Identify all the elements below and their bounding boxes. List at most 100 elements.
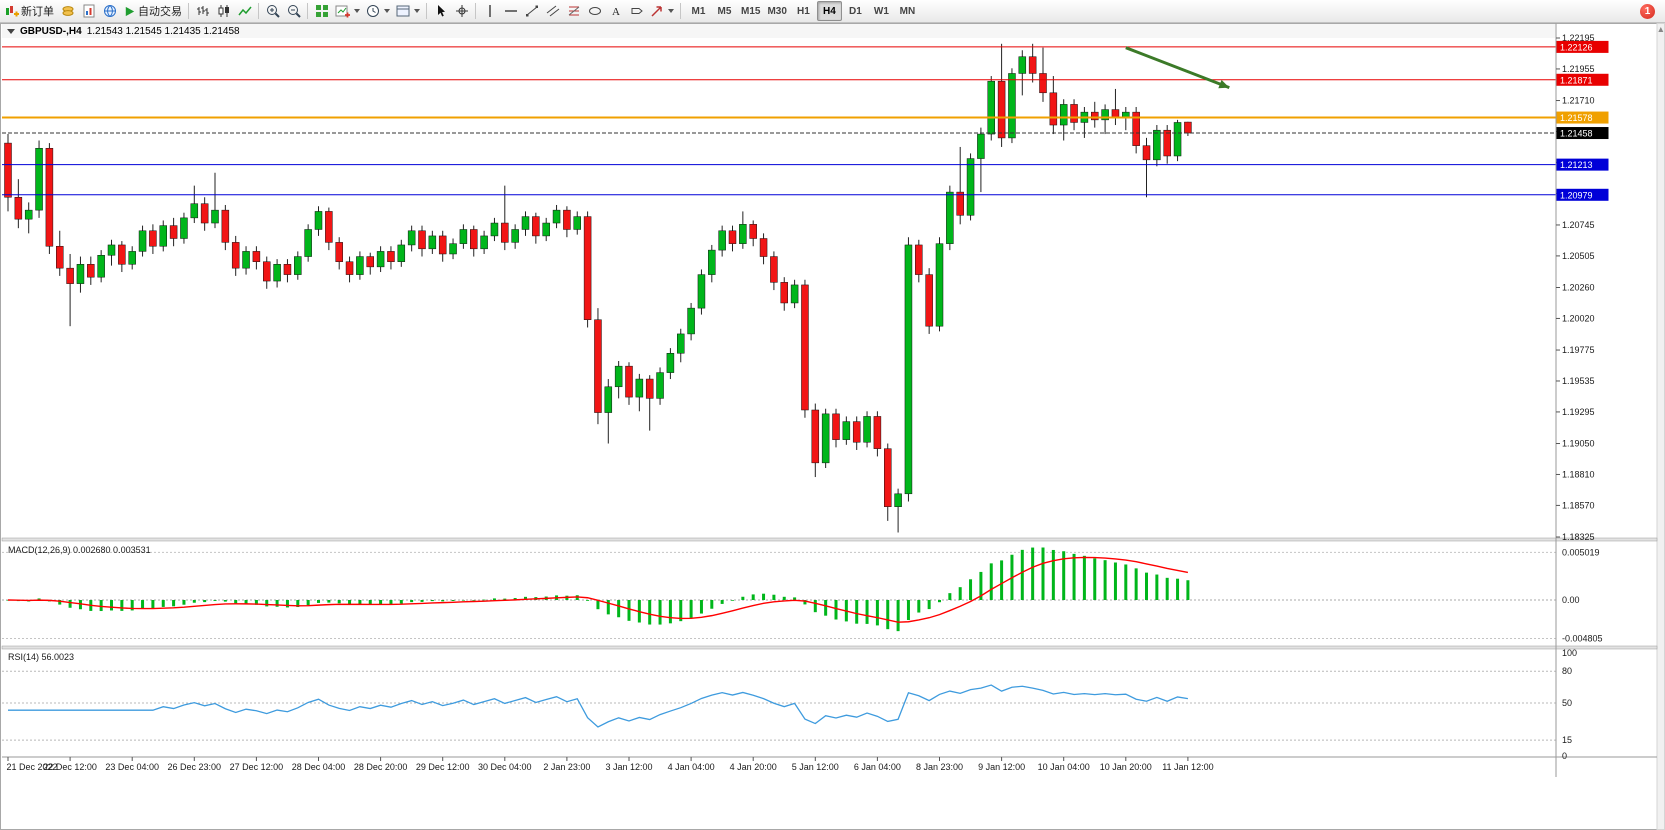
candle <box>397 244 406 262</box>
rsi-scale-label: 100 <box>1562 648 1577 658</box>
macd-histogram-bar <box>927 600 931 610</box>
candle <box>1039 73 1047 94</box>
macd-histogram-bar <box>989 563 993 600</box>
timeframe-m30-button[interactable]: M30 <box>764 1 789 21</box>
chart-symbol-title: GBPUSD-,H4 <box>20 25 82 37</box>
macd-scale-label: -0.004805 <box>1562 633 1603 643</box>
svg-text:A: A <box>612 6 620 18</box>
bar-chart-button[interactable] <box>192 1 213 21</box>
macd-histogram-bar <box>223 600 227 602</box>
globe-icon <box>103 5 116 17</box>
macd-histogram-bar <box>296 600 300 608</box>
text-button[interactable]: A <box>605 1 626 21</box>
chart-window-header[interactable]: GBPUSD-,H4 1.21543 1.21545 1.21435 1.214… <box>2 24 1555 38</box>
candle <box>573 216 581 230</box>
candle <box>842 421 851 440</box>
collapse-icon[interactable] <box>7 28 15 34</box>
candle <box>739 224 747 244</box>
new-order-button[interactable]: 新订单 <box>2 1 57 21</box>
candle <box>977 133 985 159</box>
cursor-button[interactable] <box>430 1 451 21</box>
vertical-scrollbar[interactable] <box>1656 23 1665 830</box>
trendline-button[interactable] <box>521 1 542 21</box>
candle <box>811 409 820 464</box>
line-chart-button[interactable] <box>234 1 255 21</box>
zoom-in-button[interactable] <box>262 1 283 21</box>
macd-histogram-bar <box>285 600 289 608</box>
macd-histogram-bar <box>1155 574 1159 600</box>
candle <box>604 386 613 413</box>
time-tick-label: 10 Jan 20:00 <box>1100 762 1152 772</box>
candlestick-chart-button[interactable] <box>213 1 234 21</box>
fibonacci-button[interactable] <box>563 1 584 21</box>
crosshair-button[interactable] <box>451 1 472 21</box>
zoom-out-button[interactable] <box>283 1 304 21</box>
tile-windows-button[interactable] <box>311 1 332 21</box>
crosshair-icon <box>455 5 468 17</box>
timeframe-h4-button[interactable]: H4 <box>816 1 842 21</box>
candle <box>35 147 43 211</box>
candle <box>231 242 240 269</box>
auto-trading-button[interactable]: 自动交易 <box>120 1 185 21</box>
label-button[interactable] <box>626 1 647 21</box>
community-button[interactable] <box>99 1 120 21</box>
timeframe-w1-button[interactable]: W1 <box>869 1 894 21</box>
candle <box>211 209 219 224</box>
macd-histogram-bar <box>834 600 838 620</box>
timeframe-d1-button[interactable]: D1 <box>843 1 868 21</box>
notification-badge[interactable]: 1 <box>1640 3 1655 19</box>
candle <box>128 251 136 265</box>
timeframe-m1-button[interactable]: M1 <box>686 1 711 21</box>
chevron-down-icon <box>384 9 390 13</box>
time-tick-label: 28 Dec 04:00 <box>292 762 346 772</box>
macd-histogram-bar <box>658 600 662 625</box>
panel-splitter[interactable] <box>1 537 1658 542</box>
macd-histogram-bar <box>482 599 486 601</box>
candle <box>532 216 540 237</box>
timeframe-m15-button[interactable]: M15 <box>738 1 763 21</box>
macd-histogram-bar <box>327 600 331 603</box>
indicators-button[interactable] <box>332 1 363 21</box>
macd-histogram-bar <box>1186 580 1190 600</box>
candle <box>252 251 261 262</box>
scrollbar-up-arrow[interactable] <box>1658 27 1664 32</box>
candle <box>821 413 830 464</box>
macd-histogram-bar <box>37 598 41 600</box>
candle <box>780 282 788 304</box>
report-button[interactable] <box>78 1 99 21</box>
vertical-line-button[interactable] <box>479 1 500 21</box>
time-tick-label: 28 Dec 20:00 <box>354 762 408 772</box>
macd-histogram-bar <box>586 600 590 601</box>
candle <box>687 307 695 335</box>
candle <box>221 209 230 243</box>
templates-button[interactable] <box>393 1 423 21</box>
arrow-annotation[interactable] <box>1125 46 1230 90</box>
timeframe-h1-button[interactable]: H1 <box>791 1 816 21</box>
new-order-label: 新订单 <box>21 6 54 18</box>
candle <box>76 264 85 284</box>
horizontal-line-button[interactable] <box>500 1 521 21</box>
timeframe-mn-button[interactable]: MN <box>895 1 920 21</box>
deposit-button[interactable] <box>57 1 78 21</box>
candle <box>884 448 892 507</box>
periods-button[interactable] <box>363 1 393 21</box>
macd-histogram-bar <box>234 600 238 604</box>
price-level-tag <box>1556 40 1609 53</box>
candle <box>915 244 923 275</box>
shapes-button[interactable] <box>584 1 605 21</box>
macd-histogram-bar <box>1062 551 1066 600</box>
candle <box>708 249 716 275</box>
channel-icon <box>546 5 559 17</box>
candle <box>666 353 675 373</box>
timeframe-m5-button[interactable]: M5 <box>712 1 737 21</box>
macd-histogram-bar <box>120 600 124 611</box>
price-tick-label: 1.20260 <box>1562 283 1595 293</box>
panel-splitter[interactable] <box>1 645 1658 650</box>
zoom-in-icon <box>266 5 280 18</box>
candle <box>728 230 737 244</box>
macd-histogram-bar <box>948 593 952 600</box>
macd-scale-label: 0.005019 <box>1562 547 1600 557</box>
channel-button[interactable] <box>542 1 563 21</box>
arrows-button[interactable] <box>647 1 677 21</box>
